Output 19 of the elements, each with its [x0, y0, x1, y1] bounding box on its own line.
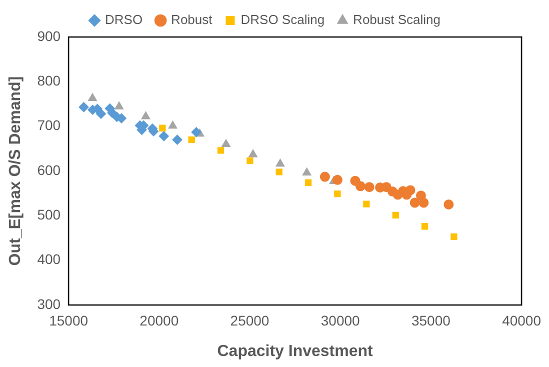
- x-tick-label: 40000: [502, 312, 542, 328]
- y-tick-label: 900: [37, 28, 61, 44]
- y-tick-label: 300: [37, 296, 61, 312]
- x-tick-label: 35000: [411, 312, 451, 328]
- x-tick-label: 15000: [49, 312, 88, 328]
- legend-label: DRSO: [105, 12, 143, 28]
- y-tick-label: 600: [37, 162, 61, 178]
- x-tick-label: 25000: [230, 312, 270, 328]
- y-tick-label: 400: [37, 251, 61, 268]
- y-tick-label: 800: [37, 72, 61, 89]
- x-tick-label: 30000: [320, 312, 360, 328]
- y-tick-label: 700: [37, 117, 61, 134]
- x-axis-title: Capacity Investment: [217, 342, 374, 360]
- x-tick-label: 20000: [140, 312, 179, 328]
- y-axis-title: Out_E[max O/S Demand]: [7, 76, 24, 266]
- legend-label: Robust Scaling: [353, 12, 441, 28]
- legend-label: DRSO Scaling: [240, 12, 325, 28]
- legend-label: Robust: [171, 12, 213, 28]
- y-tick-label: 500: [37, 206, 61, 223]
